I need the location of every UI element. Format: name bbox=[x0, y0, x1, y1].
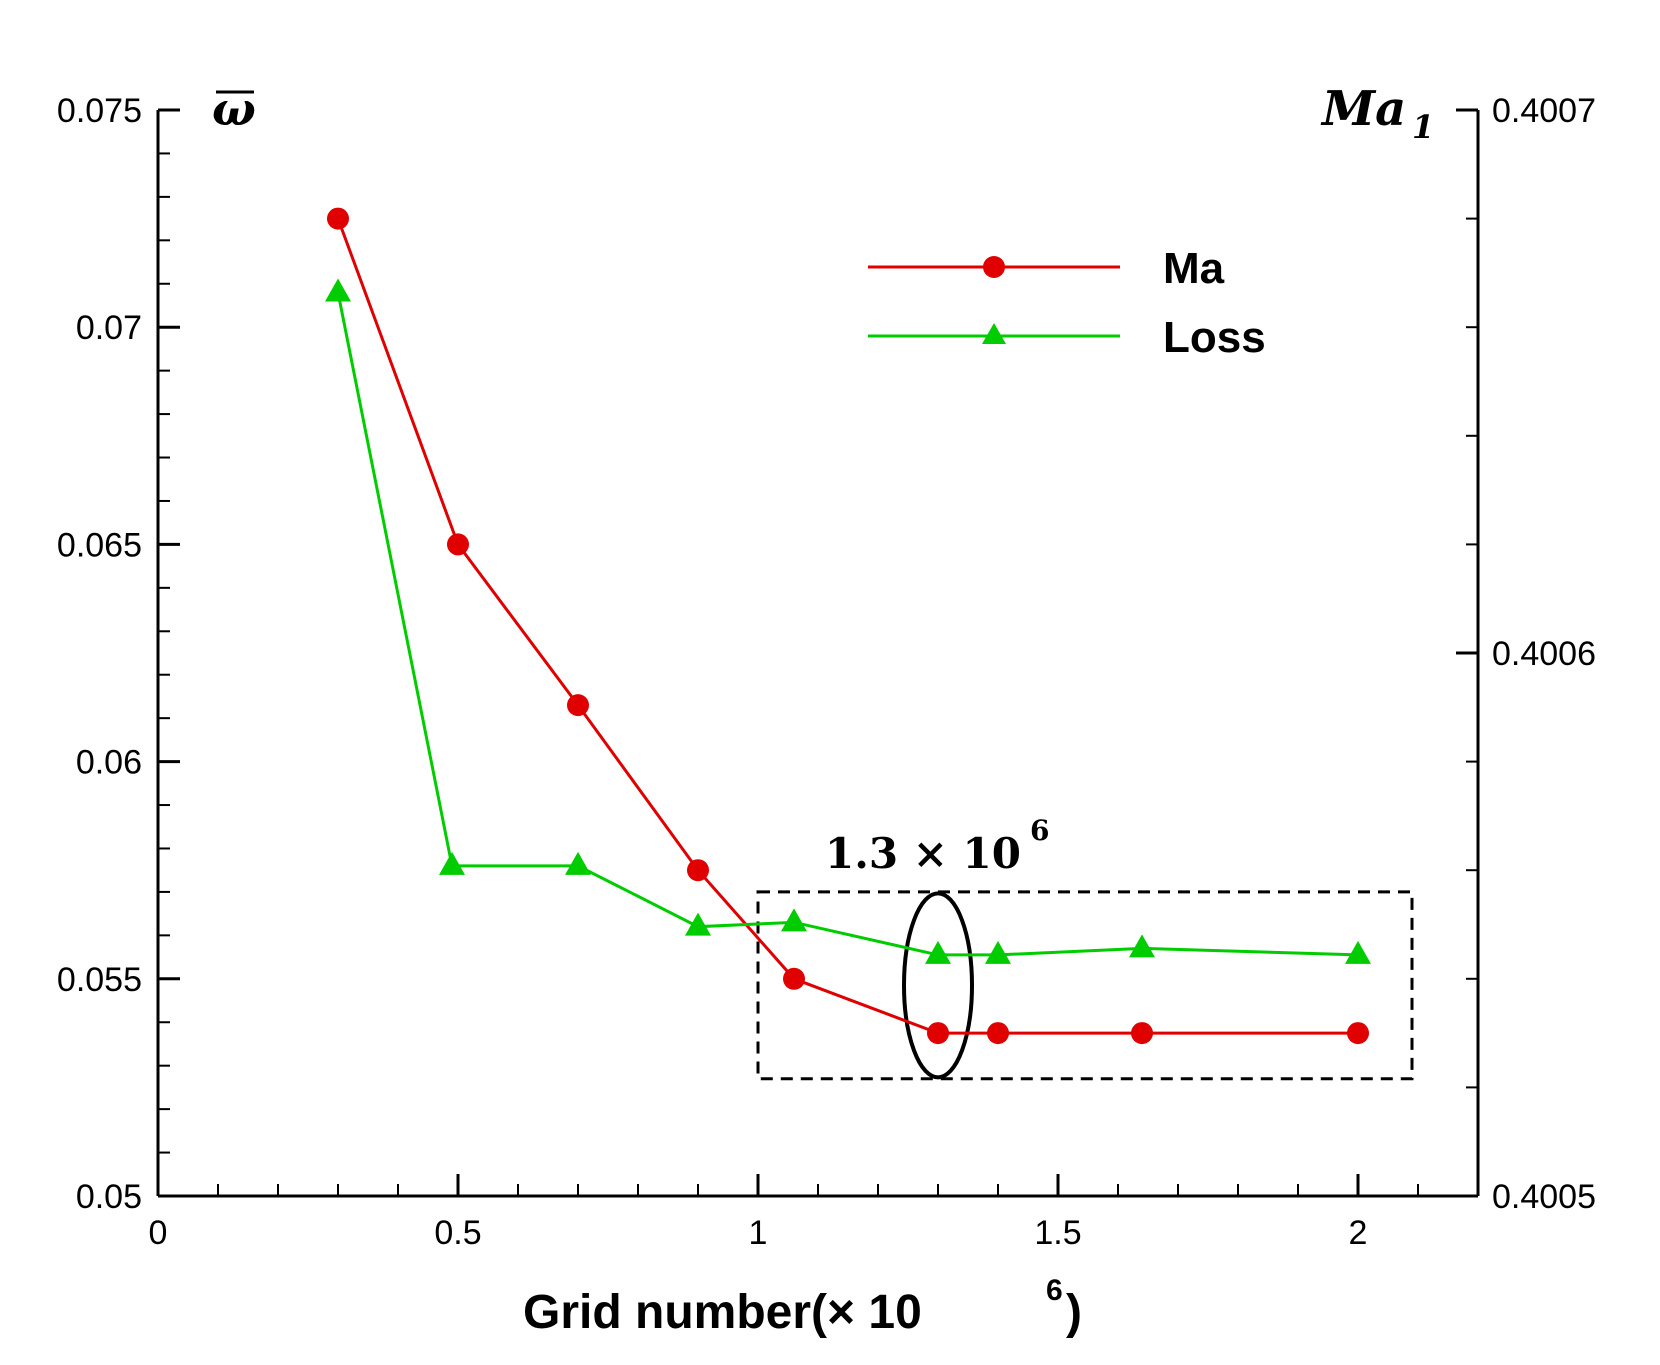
left-tick-label: 0.055 bbox=[57, 961, 142, 999]
loss-data-point bbox=[565, 851, 591, 875]
x-axis-ticks: 0 0.5 1 1.5 2 bbox=[149, 1174, 1368, 1252]
ma-data-point bbox=[1131, 1022, 1153, 1045]
annotation-exponent: 6 bbox=[1030, 814, 1049, 847]
legend-ma-marker bbox=[983, 256, 1005, 278]
left-axis-title: ω bbox=[212, 82, 256, 136]
left-tick-label: 0.05 bbox=[76, 1178, 142, 1216]
loss-data-point bbox=[925, 940, 951, 964]
loss-data-point bbox=[1129, 934, 1155, 958]
ma-data-point bbox=[987, 1022, 1009, 1045]
right-tick-label: 0.4007 bbox=[1492, 92, 1596, 130]
right-axis-title: Ma 1 bbox=[1320, 81, 1434, 146]
loss-data-point bbox=[439, 851, 465, 875]
loss-data-point bbox=[1345, 940, 1371, 964]
ma-data-point bbox=[447, 533, 469, 556]
ma-data-point bbox=[687, 859, 709, 882]
left-axis-label: ω bbox=[212, 82, 256, 136]
series-layer bbox=[325, 207, 1371, 1045]
loss-data-point bbox=[985, 940, 1011, 964]
left-tick-label: 0.065 bbox=[57, 526, 142, 564]
annotation: 1.3 × 10 6 bbox=[756, 814, 1414, 1081]
x-tick-label: 0.5 bbox=[434, 1214, 481, 1252]
right-axis-label: Ma bbox=[1320, 81, 1406, 137]
left-tick-label: 0.06 bbox=[76, 744, 142, 782]
loss-data-point bbox=[685, 912, 711, 936]
right-axis-label-subscript: 1 bbox=[1412, 108, 1434, 146]
annotation-text: 1.3 × 10 bbox=[825, 829, 1021, 878]
right-tick-label: 0.4005 bbox=[1492, 1178, 1596, 1216]
right-tick-label: 0.4006 bbox=[1492, 635, 1596, 673]
x-axis-title: Grid number(× 10 6 ) bbox=[523, 1274, 1082, 1339]
x-tick-label: 1 bbox=[749, 1214, 768, 1252]
minor-ticks bbox=[158, 152, 1478, 1196]
right-axis-ticks: 0.4005 0.4006 0.4007 bbox=[1456, 92, 1596, 1216]
left-tick-label: 0.07 bbox=[76, 309, 142, 347]
annotation-ellipse bbox=[902, 891, 974, 1080]
x-tick-label: 2 bbox=[1349, 1214, 1368, 1252]
x-axis-label-close: ) bbox=[1066, 1286, 1082, 1339]
ma-data-point bbox=[783, 967, 805, 990]
left-tick-label: 0.075 bbox=[57, 92, 142, 130]
legend-loss-marker bbox=[982, 323, 1006, 344]
ma-data-point bbox=[327, 207, 349, 230]
x-axis-label: Grid number(× 10 bbox=[523, 1286, 922, 1339]
legend-ma-label: Ma bbox=[1163, 244, 1225, 293]
legend: Ma Loss bbox=[868, 244, 1266, 362]
left-axis-ticks: 0.05 0.055 0.06 0.065 0.07 0.075 bbox=[57, 92, 180, 1216]
ma-data-point bbox=[1347, 1022, 1369, 1045]
x-tick-label: 0 bbox=[149, 1214, 168, 1252]
loss-data-point bbox=[325, 278, 351, 302]
loss-data-point bbox=[781, 908, 807, 932]
ma-data-point bbox=[567, 694, 589, 717]
legend-loss-label: Loss bbox=[1163, 313, 1266, 362]
x-axis-label-exponent: 6 bbox=[1046, 1274, 1063, 1307]
annotation-dashed-box bbox=[756, 890, 1414, 1081]
x-tick-label: 1.5 bbox=[1034, 1214, 1081, 1252]
ma-data-point bbox=[927, 1022, 949, 1045]
